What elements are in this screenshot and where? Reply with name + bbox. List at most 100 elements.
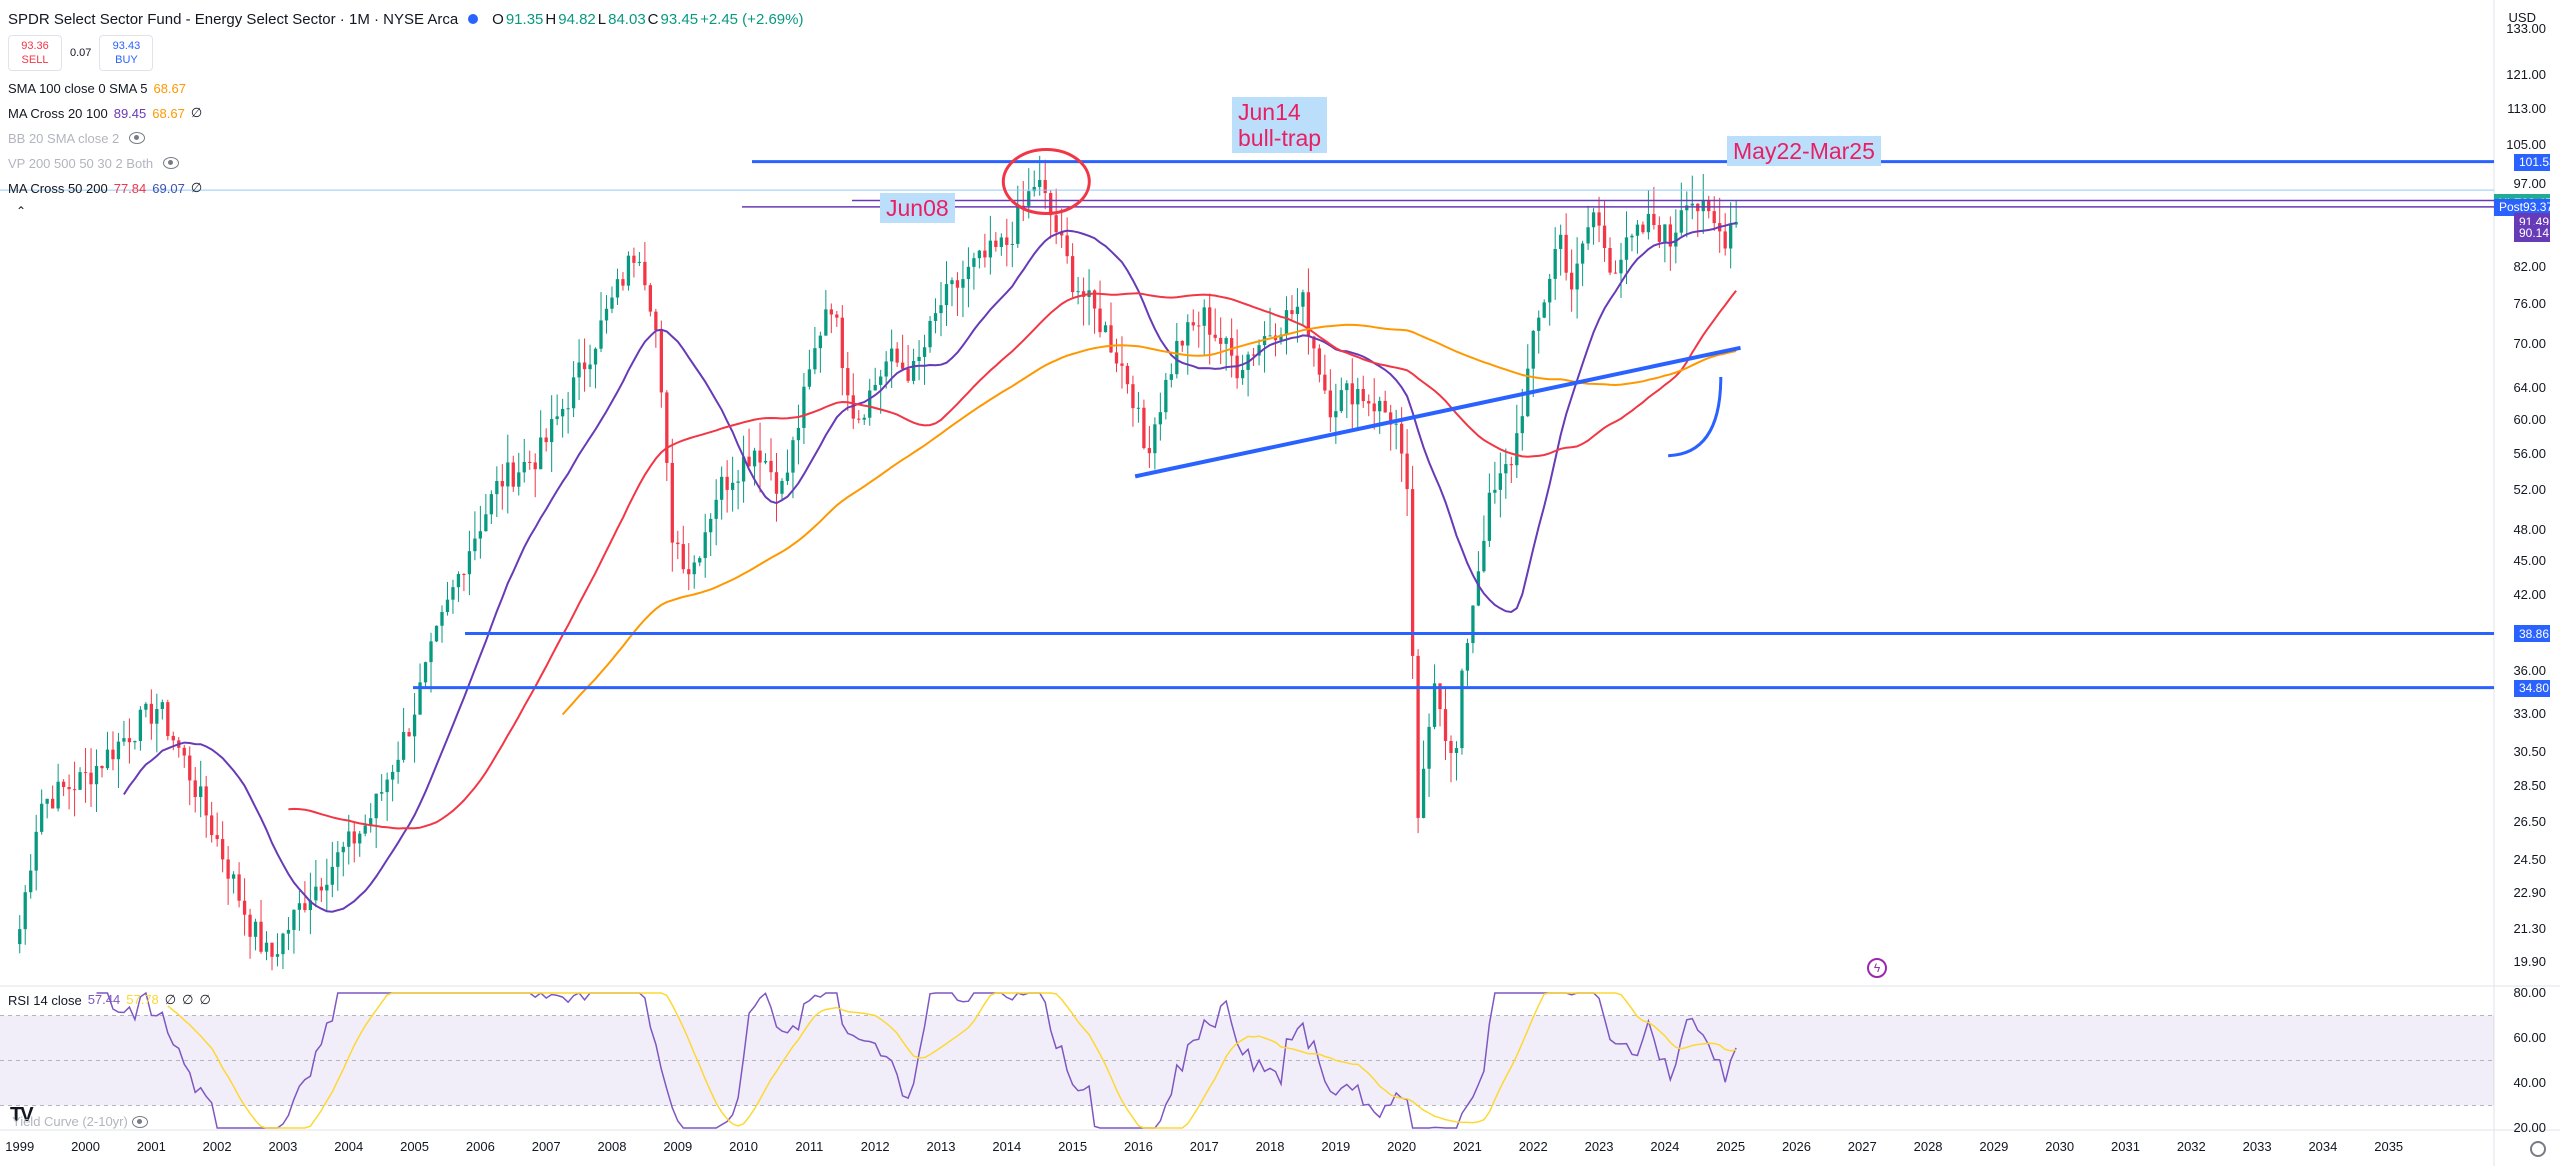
candle-body	[1729, 224, 1733, 249]
candle	[489, 490, 493, 524]
indicator-name[interactable]: BB 20 SMA close 2	[8, 130, 120, 146]
candle	[868, 378, 872, 426]
indicator-name[interactable]: MA Cross 50 200	[8, 180, 108, 196]
candle-body	[1378, 400, 1382, 412]
candle	[1147, 425, 1152, 468]
time-axis-tick: 2023	[1584, 1139, 1614, 1154]
indicator-legend[interactable]: BB 20 SMA close 2	[8, 128, 146, 148]
candle	[670, 438, 674, 572]
price-tag: 38.86	[2514, 625, 2550, 643]
candle-body	[879, 376, 883, 385]
annotation-jun08[interactable]: Jun08	[880, 193, 955, 223]
candle-body	[478, 531, 483, 539]
candle	[643, 242, 647, 291]
trendline	[1134, 345, 1741, 479]
candle	[149, 689, 153, 740]
ohlc-label: O	[492, 10, 504, 28]
time-axis-tick: 2035	[2374, 1139, 2404, 1154]
indicator-legend[interactable]: VP 200 500 50 30 2 Both	[8, 153, 180, 173]
settings-gear-icon[interactable]	[2530, 1141, 2546, 1157]
candle	[369, 803, 373, 833]
candle-body	[1553, 248, 1557, 279]
candle	[966, 247, 971, 308]
candle	[358, 830, 362, 857]
candle-body	[429, 641, 433, 663]
flash-icon[interactable]: ϟ	[1867, 958, 1887, 978]
sell-label: SELL	[21, 54, 49, 66]
candle-body	[138, 709, 143, 741]
candle	[325, 858, 329, 912]
symbol-title[interactable]: SPDR Select Sector Fund - Energy Select …	[8, 10, 459, 28]
candle	[1202, 299, 1206, 356]
candle	[259, 899, 263, 954]
candle	[522, 438, 526, 483]
yield-curve-name[interactable]: Yield Curve (2-10yr)	[12, 1114, 128, 1129]
candle-body	[983, 250, 987, 258]
time-axis-tick: 2026	[1782, 1139, 1811, 1154]
candle-body	[950, 280, 954, 285]
annotation-may22-mar25[interactable]: May22-Mar25	[1727, 136, 1881, 166]
candle-body	[270, 942, 274, 957]
price-tag-value: 34.80	[2519, 681, 2550, 696]
eye-icon[interactable]	[131, 1115, 148, 1128]
indicator-name[interactable]: VP 200 500 50 30 2 Both	[8, 155, 154, 171]
candle-body	[835, 314, 839, 318]
candle-body	[1070, 256, 1075, 293]
candle	[264, 931, 269, 961]
candle-body	[791, 440, 795, 473]
candle	[1416, 649, 1420, 834]
candle-body	[127, 738, 132, 743]
candle-body	[665, 392, 669, 463]
buy-button[interactable]: 93.43 BUY	[99, 35, 154, 71]
indicator-legend[interactable]: MA Cross 20 100 89.45 68.67 ∅	[8, 103, 208, 123]
eye-icon[interactable]	[129, 132, 146, 144]
candle-body	[922, 347, 927, 357]
candle	[555, 394, 559, 426]
rsi-name[interactable]: RSI 14 close	[8, 992, 82, 1008]
indicator-name[interactable]: MA Cross 20 100	[8, 105, 108, 121]
candle	[730, 456, 735, 512]
candle	[111, 731, 115, 771]
candle	[1092, 289, 1097, 334]
candle	[127, 718, 132, 764]
time-axis-tick: 2001	[136, 1139, 166, 1154]
candle	[1125, 363, 1130, 394]
candle	[676, 530, 680, 560]
price-axis-tick: 22.90	[2513, 885, 2546, 901]
candle	[286, 917, 291, 951]
candle	[769, 438, 773, 481]
candle	[1235, 329, 1239, 389]
candle	[160, 699, 164, 720]
candle-body	[615, 279, 620, 298]
candle	[577, 339, 581, 401]
candle-body	[544, 437, 548, 443]
candle	[610, 286, 614, 314]
indicator-legend[interactable]: SMA 100 close 0 SMA 5 68.67	[8, 78, 192, 98]
collapse-indicators-icon[interactable]: ⌃	[16, 204, 27, 218]
rsi-line	[96, 991, 1737, 1129]
candle-body	[1219, 337, 1223, 344]
candle-body	[528, 461, 532, 463]
ohlc-label: L	[597, 10, 607, 28]
candle-body	[166, 702, 170, 736]
candle-body	[1465, 643, 1470, 671]
sell-button[interactable]: 93.36 SELL	[8, 35, 62, 71]
candle-body	[577, 362, 581, 378]
candle-body	[23, 892, 27, 930]
tradingview-logo[interactable]: TV	[10, 1104, 34, 1126]
indicator-name[interactable]: SMA 100 close 0 SMA 5	[8, 80, 148, 96]
candle	[785, 449, 790, 485]
candle-body	[1383, 400, 1387, 413]
indicator-legend[interactable]: MA Cross 50 200 77.84 69.07 ∅	[8, 178, 208, 198]
currency-label[interactable]: USD	[2508, 10, 2536, 25]
candle-body	[851, 395, 855, 419]
eye-icon[interactable]	[163, 157, 180, 169]
candle	[944, 261, 949, 326]
rsi-axis-tick: 80.00	[2513, 985, 2546, 1000]
rsi-axis-tick: 60.00	[2513, 1030, 2546, 1045]
candle-body	[100, 766, 104, 769]
candle	[1504, 448, 1508, 499]
candle	[50, 785, 55, 809]
annotation-jun14[interactable]: Jun14 bull-trap	[1232, 97, 1328, 153]
